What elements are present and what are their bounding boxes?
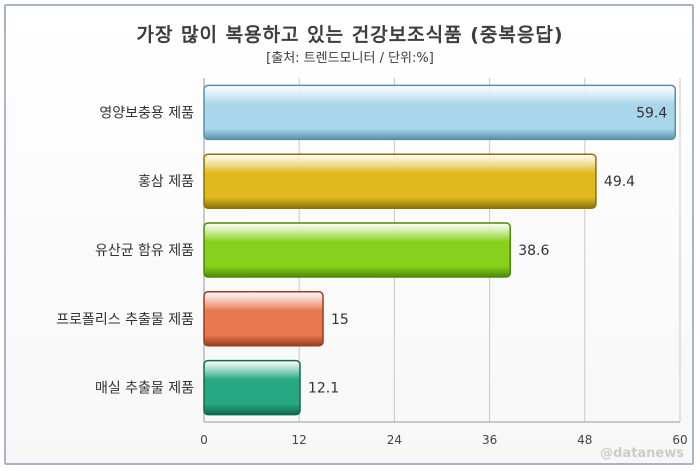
value-label: 59.4 [636,105,667,121]
value-label: 38.6 [518,243,549,259]
bar [203,84,676,141]
category-label: 홍삼 제품 [138,174,194,190]
chart-title: 가장 많이 복용하고 있는 건강보조식품 (중복응답) [136,24,564,46]
x-tick-label: 12 [292,433,307,447]
category-label: 프로폴리스 추출물 제품 [56,312,194,328]
labels: 0 12 24 36 48 60 영양보충용 제품 59.4 홍삼 제품 49.4 유산균 함유 제… [56,105,687,447]
category-label: 영양보충용 제품 [99,105,194,121]
value-label: 12.1 [308,381,339,397]
bar [203,291,324,347]
bar [203,359,301,416]
watermark-logo: @datanews [600,446,684,461]
category-label: 매실 추출물 제품 [95,381,194,397]
bars [203,84,676,416]
bar [203,222,511,278]
chart-subtitle: [출처: 트렌드모니터 / 단위:%] [266,51,434,66]
value-label: 49.4 [604,174,635,190]
x-tick-label: 0 [200,433,208,447]
bar [203,153,597,209]
x-tick-label: 48 [577,433,592,447]
value-label: 15 [331,312,349,328]
x-tick-label: 24 [387,433,402,447]
x-tick-label: 36 [482,433,497,447]
category-label: 유산균 함유 제품 [95,243,194,259]
x-tick-label: 60 [672,433,687,447]
